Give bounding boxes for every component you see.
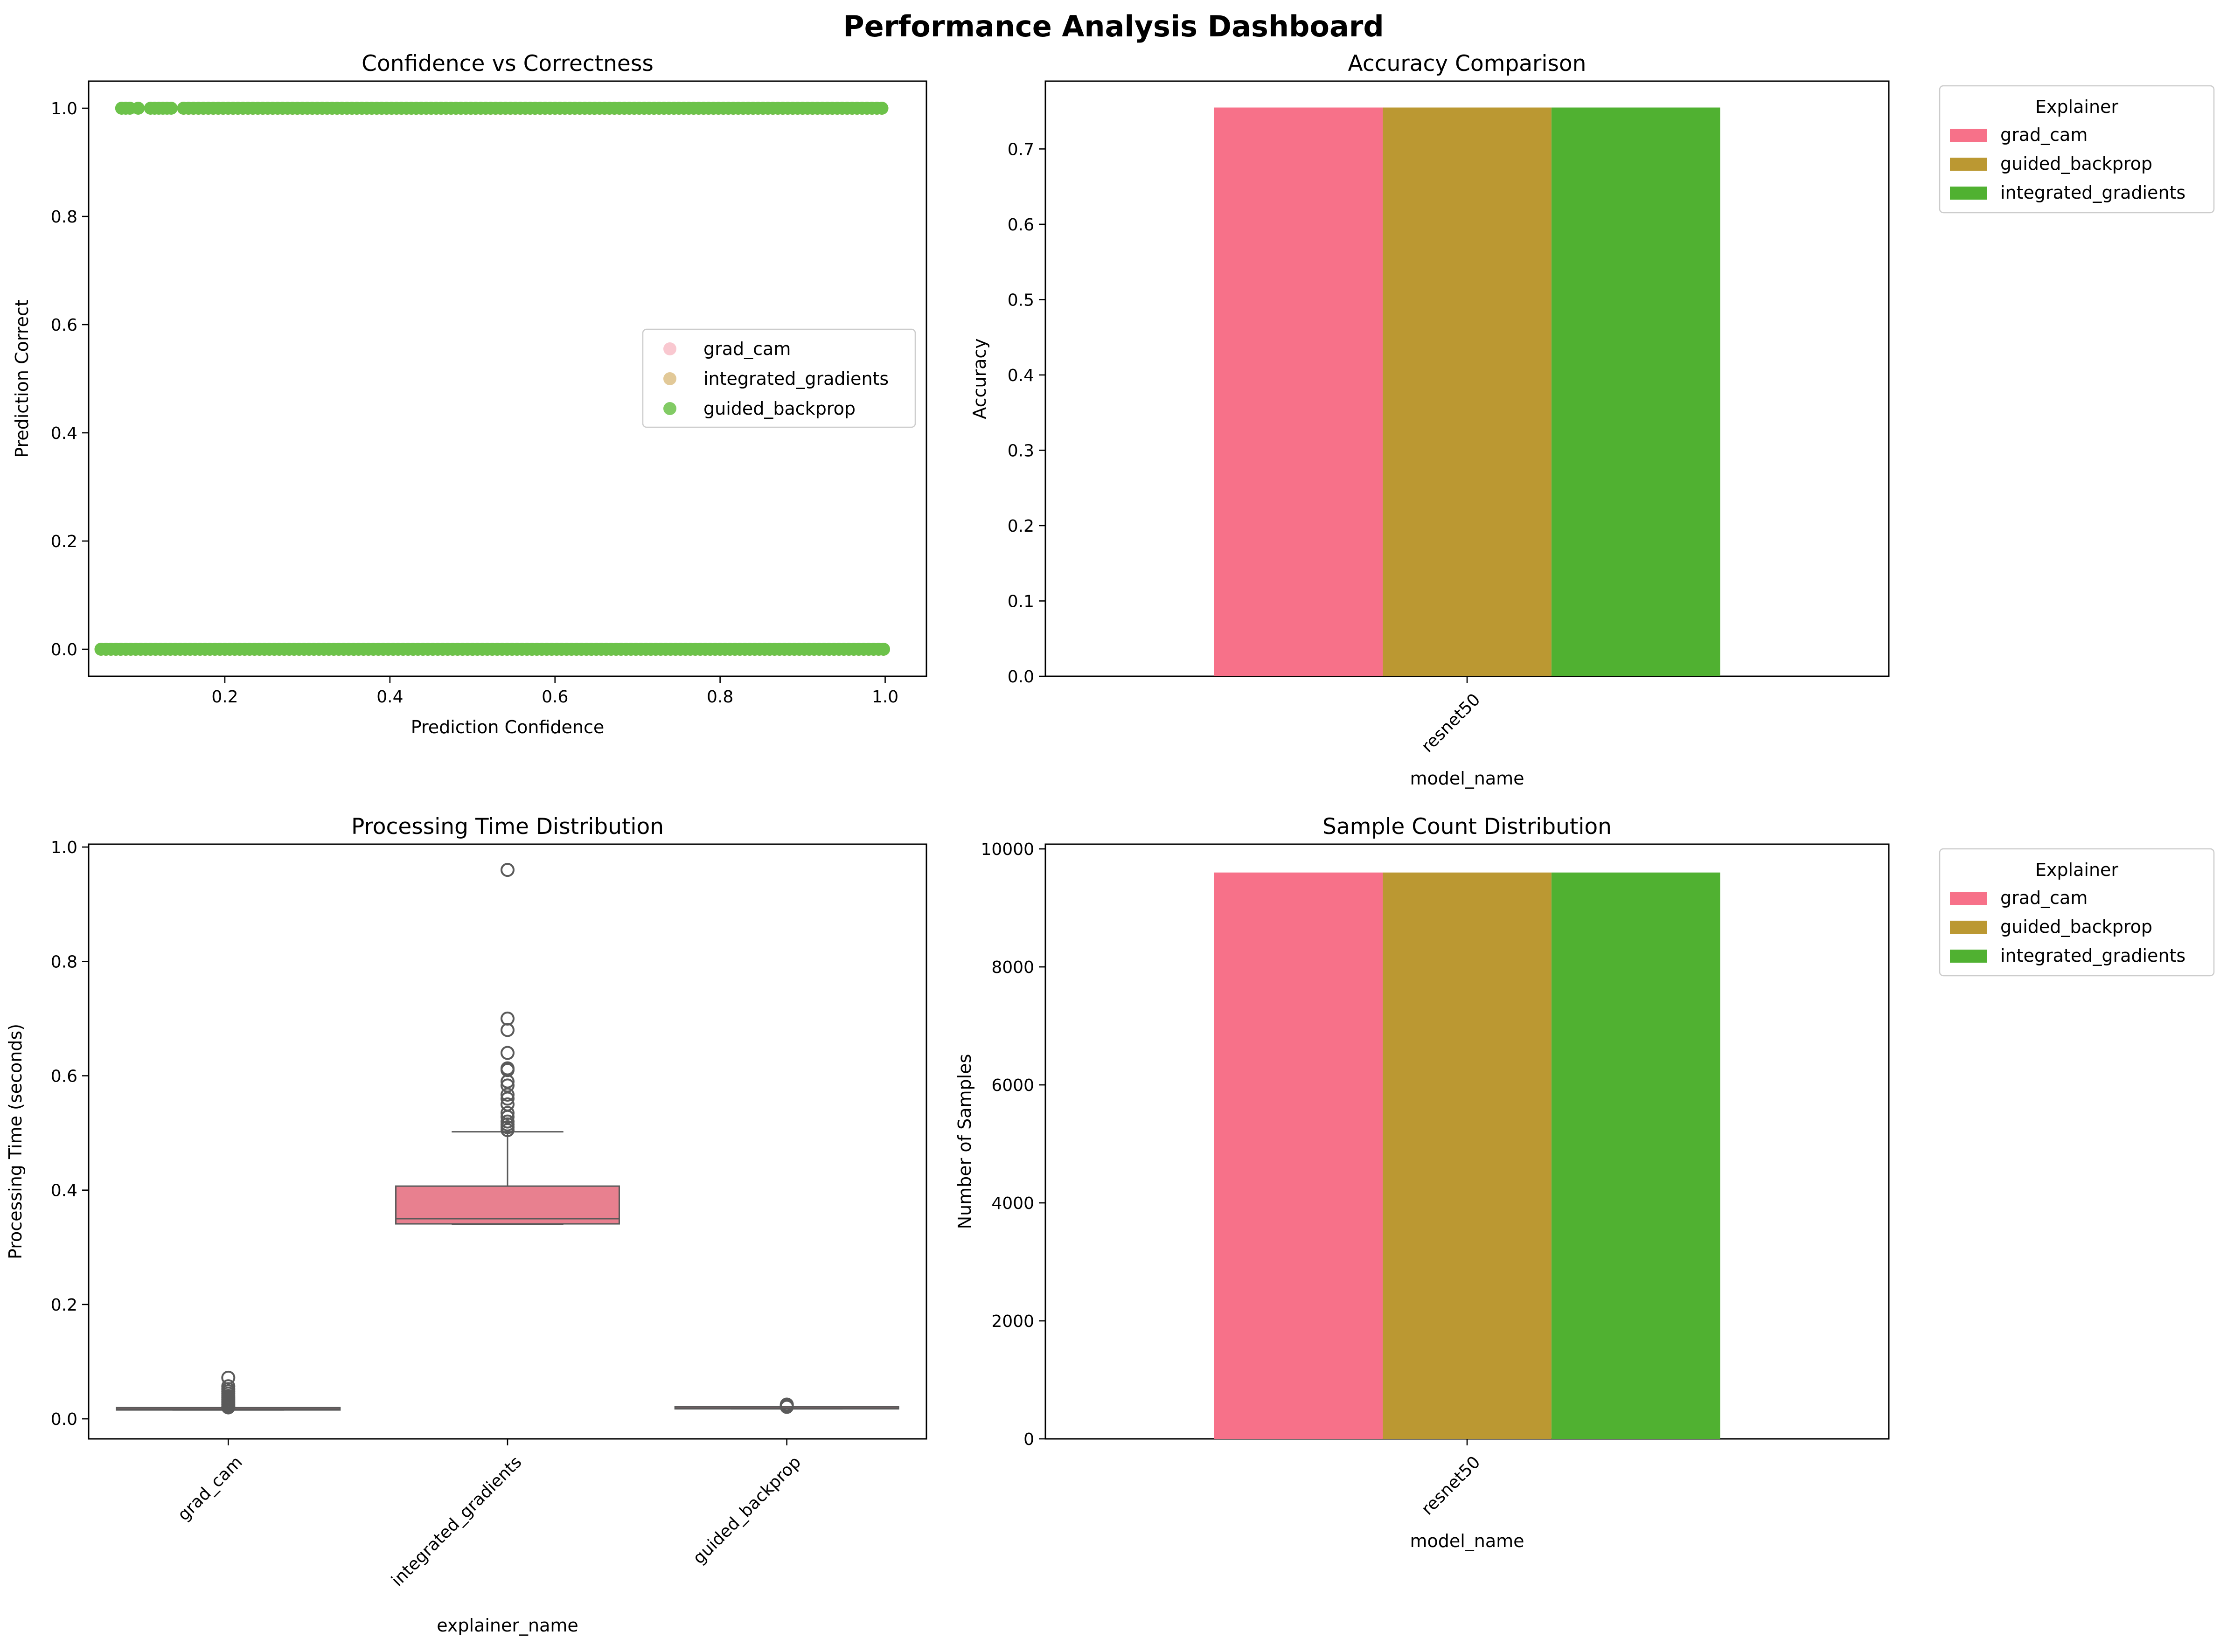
scatter-ytick-label: 0.2 — [51, 532, 77, 551]
scatter-legend-label: integrated_gradients — [703, 368, 889, 389]
accuracy-ytick-label: 0.3 — [1008, 441, 1034, 460]
scatter-xtick-label: 1.0 — [872, 687, 898, 707]
scatter-point-guided_backprop — [132, 102, 145, 115]
boxplot-ytick-label: 0.6 — [51, 1067, 77, 1086]
accuracy-bar-guided_backprop — [1383, 108, 1552, 676]
scatter-xtick-label: 0.8 — [707, 687, 733, 707]
accuracy-bar-integrated_gradients — [1552, 108, 1720, 676]
accuracy-ylabel: Accuracy — [969, 338, 990, 419]
accuracy-legend-label: guided_backprop — [2000, 153, 2152, 174]
samples-bar-grad_cam — [1214, 873, 1383, 1439]
accuracy-legend-label: grad_cam — [2000, 125, 2088, 145]
scatter-ytick-label: 0.8 — [51, 208, 77, 227]
scatter-xtick-label: 0.6 — [542, 687, 568, 707]
scatter-point-guided_backprop — [877, 643, 890, 656]
samples-title: Sample Count Distribution — [1322, 814, 1612, 840]
accuracy-ytick-label: 0.7 — [1008, 140, 1034, 159]
accuracy-ytick-label: 0.2 — [1008, 517, 1034, 536]
samples-bar-guided_backprop — [1383, 873, 1552, 1439]
samples-legend-swatch-guided_backprop — [1950, 921, 1987, 934]
samples-ytick-label: 8000 — [991, 958, 1034, 977]
samples-legend-label: grad_cam — [2000, 888, 2088, 908]
scatter-ytick-label: 0.4 — [51, 424, 77, 443]
accuracy-bar-grad_cam — [1214, 108, 1383, 676]
scatter-xtick-label: 0.2 — [211, 687, 238, 707]
samples-ytick-label: 4000 — [991, 1194, 1034, 1213]
dashboard-title: Performance Analysis Dashboard — [843, 9, 1384, 43]
boxplot-ytick-label: 1.0 — [51, 838, 77, 857]
scatter-ytick-label: 1.0 — [51, 99, 77, 118]
scatter-legend-label: grad_cam — [703, 339, 791, 359]
accuracy-legend-swatch-grad_cam — [1950, 129, 1987, 142]
boxplot-ytick-label: 0.8 — [51, 952, 77, 972]
scatter-xtick-label: 0.4 — [376, 687, 403, 707]
samples-legend-label: integrated_gradients — [2000, 945, 2185, 966]
scatter-title: Confidence vs Correctness — [362, 51, 654, 76]
accuracy-ytick-label: 0.1 — [1008, 592, 1034, 611]
samples-ylabel: Number of Samples — [954, 1054, 975, 1229]
boxplot-ytick-label: 0.0 — [51, 1410, 77, 1429]
accuracy-ytick-label: 0.4 — [1008, 366, 1034, 385]
samples-ytick-label: 10000 — [981, 840, 1034, 859]
boxplot-xlabel: explainer_name — [437, 1615, 578, 1636]
boxplot-ytick-label: 0.4 — [51, 1181, 77, 1201]
samples-ytick-label: 6000 — [991, 1076, 1034, 1095]
accuracy-ytick-label: 0.0 — [1008, 667, 1034, 687]
scatter-xlabel: Prediction Confidence — [411, 717, 605, 737]
scatter-legend-marker-grad_cam — [663, 342, 676, 355]
samples-ytick-label: 2000 — [991, 1312, 1034, 1331]
samples-legend-swatch-grad_cam — [1950, 892, 1987, 905]
samples-bar-integrated_gradients — [1552, 873, 1720, 1439]
scatter-ylabel: Prediction Correct — [12, 299, 32, 458]
scatter-ytick-label: 0.0 — [51, 640, 77, 659]
accuracy-legend-label: integrated_gradients — [2000, 182, 2185, 203]
scatter-legend-marker-integrated_gradients — [663, 372, 676, 385]
scatter-legend-marker-guided_backprop — [663, 402, 676, 415]
accuracy-title: Accuracy Comparison — [1348, 51, 1587, 76]
accuracy-legend-swatch-integrated_gradients — [1950, 187, 1987, 200]
samples-ytick-label: 0 — [1023, 1430, 1034, 1449]
scatter-ytick-label: 0.6 — [51, 316, 77, 335]
accuracy-legend-swatch-guided_backprop — [1950, 158, 1987, 171]
samples-legend-title: Explainer — [2035, 860, 2118, 880]
samples-xlabel: model_name — [1410, 1531, 1524, 1551]
boxplot-ytick-label: 0.2 — [51, 1296, 77, 1315]
scatter-point-guided_backprop — [875, 102, 888, 115]
scatter-legend-label: guided_backprop — [703, 398, 856, 419]
scatter-point-guided_backprop — [165, 102, 178, 115]
boxplot-ylabel: Processing Time (seconds) — [5, 1024, 26, 1259]
samples-legend-swatch-integrated_gradients — [1950, 950, 1987, 963]
samples-legend-label: guided_backprop — [2000, 916, 2152, 937]
accuracy-ytick-label: 0.5 — [1008, 291, 1034, 310]
accuracy-xlabel: model_name — [1410, 768, 1524, 789]
boxplot-title: Processing Time Distribution — [351, 814, 664, 840]
accuracy-legend-title: Explainer — [2035, 97, 2118, 117]
accuracy-ytick-label: 0.6 — [1008, 215, 1034, 235]
